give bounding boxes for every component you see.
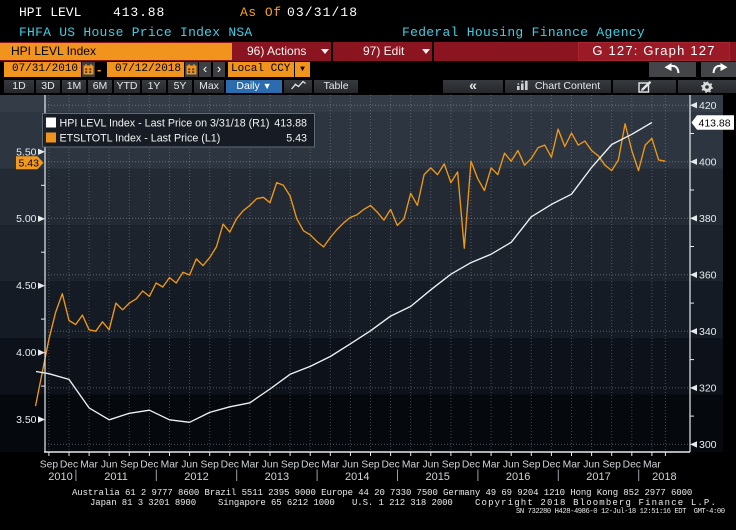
svg-text:Mar: Mar xyxy=(563,460,581,471)
svg-text:400: 400 xyxy=(699,157,717,169)
svg-text:2011: 2011 xyxy=(104,471,128,483)
svg-text:2010: 2010 xyxy=(48,471,72,483)
svg-text:Jun: Jun xyxy=(101,460,118,471)
svg-text:Jun: Jun xyxy=(262,460,279,471)
svg-text:Mar: Mar xyxy=(321,460,339,471)
svg-text:Dec: Dec xyxy=(542,460,560,471)
svg-text:Sep: Sep xyxy=(40,460,59,471)
svg-text:Sep: Sep xyxy=(120,460,139,471)
svg-text:5.43: 5.43 xyxy=(286,133,307,145)
svg-text:2016: 2016 xyxy=(506,471,530,483)
svg-text:Jun: Jun xyxy=(422,460,439,471)
svg-text:340: 340 xyxy=(699,326,717,338)
svg-text:Mar: Mar xyxy=(80,460,98,471)
svg-text:Mar: Mar xyxy=(402,460,420,471)
svg-text:5.00: 5.00 xyxy=(16,213,37,225)
svg-text:HPI LEVL Index - Last Price on: HPI LEVL Index - Last Price on 3/31/18 (… xyxy=(60,118,270,130)
svg-text:Dec: Dec xyxy=(381,460,399,471)
svg-text:2012: 2012 xyxy=(184,471,208,483)
svg-text:Sep: Sep xyxy=(201,460,220,471)
svg-text:2014: 2014 xyxy=(345,471,369,483)
svg-text:Dec: Dec xyxy=(60,460,78,471)
svg-text:Dec: Dec xyxy=(462,460,480,471)
svg-text:2018: 2018 xyxy=(652,471,676,483)
svg-text:Mar: Mar xyxy=(643,460,661,471)
svg-text:Sep: Sep xyxy=(603,460,622,471)
svg-text:Mar: Mar xyxy=(161,460,179,471)
svg-text:4.00: 4.00 xyxy=(16,347,37,359)
svg-text:Mar: Mar xyxy=(482,460,500,471)
svg-text:Dec: Dec xyxy=(301,460,319,471)
svg-text:ETSLTOTL Index - Last Price (L: ETSLTOTL Index - Last Price (L1) xyxy=(60,133,221,145)
svg-text:Dec: Dec xyxy=(623,460,641,471)
svg-text:Jun: Jun xyxy=(503,460,520,471)
svg-text:413.88: 413.88 xyxy=(699,117,731,129)
svg-text:Dec: Dec xyxy=(140,460,158,471)
svg-text:Jun: Jun xyxy=(583,460,600,471)
svg-text:Sep: Sep xyxy=(281,460,300,471)
svg-text:Mar: Mar xyxy=(241,460,259,471)
svg-text:Dec: Dec xyxy=(221,460,239,471)
svg-text:2015: 2015 xyxy=(425,471,449,483)
svg-text:5.43: 5.43 xyxy=(19,158,40,170)
svg-text:320: 320 xyxy=(699,383,717,395)
svg-text:380: 380 xyxy=(699,213,717,225)
svg-text:2017: 2017 xyxy=(586,471,610,483)
svg-text:2013: 2013 xyxy=(265,471,289,483)
svg-text:3.50: 3.50 xyxy=(16,414,37,426)
svg-text:413.88: 413.88 xyxy=(274,118,307,130)
svg-text:420: 420 xyxy=(699,100,717,112)
svg-text:Jun: Jun xyxy=(181,460,198,471)
svg-text:Jun: Jun xyxy=(342,460,359,471)
svg-text:300: 300 xyxy=(699,439,717,451)
svg-text:Sep: Sep xyxy=(442,460,461,471)
svg-text:Sep: Sep xyxy=(361,460,380,471)
svg-text:5.50: 5.50 xyxy=(16,146,37,158)
svg-text:Sep: Sep xyxy=(522,460,541,471)
svg-text:360: 360 xyxy=(699,270,717,282)
svg-text:4.50: 4.50 xyxy=(16,280,37,292)
